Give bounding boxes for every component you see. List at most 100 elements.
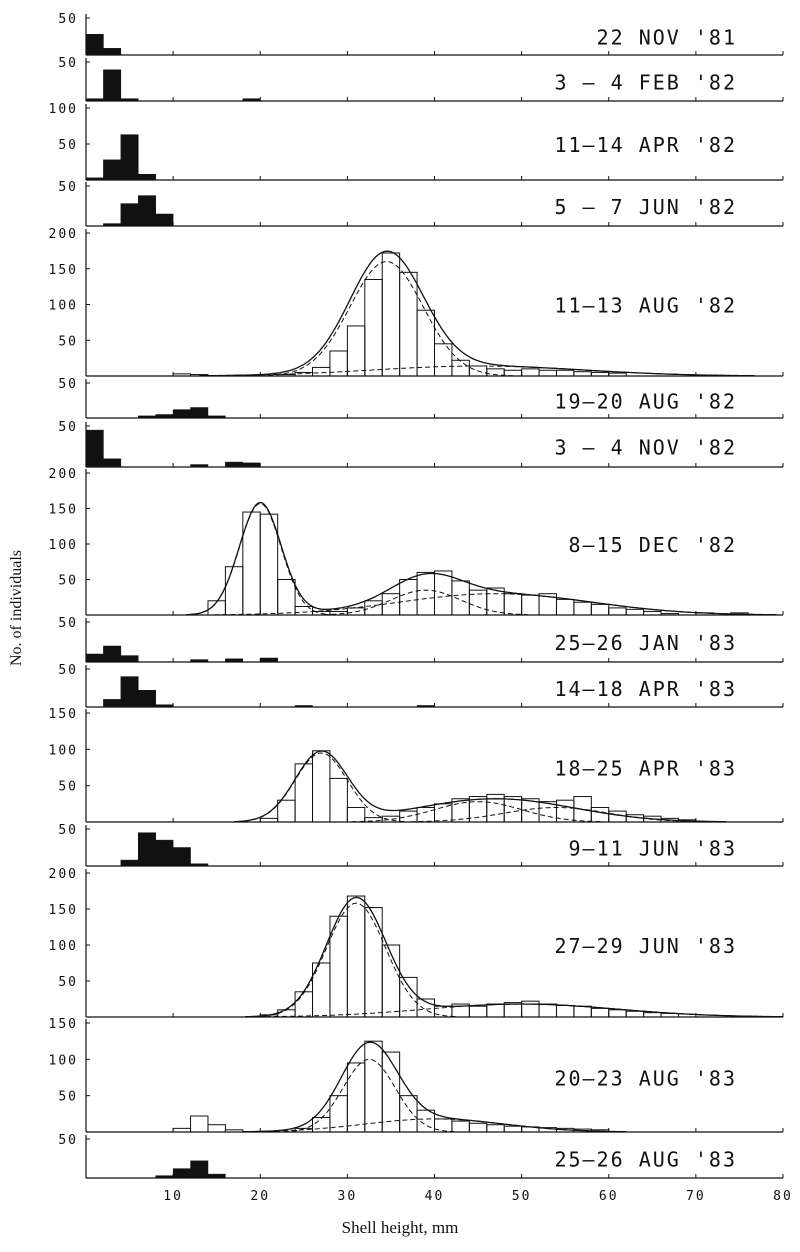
histogram-bar	[260, 657, 278, 663]
x-tick-label: 50	[512, 1189, 532, 1204]
histogram-bar	[120, 203, 139, 227]
y-tick-label: 100	[49, 538, 78, 553]
x-tick-label: 40	[425, 1189, 445, 1204]
histogram-bar	[312, 750, 331, 823]
histogram-bar	[538, 369, 557, 377]
y-tick-label: 50	[58, 1133, 78, 1148]
histogram-bar	[573, 1005, 592, 1018]
y-tick-label: 50	[58, 420, 78, 435]
histogram-bar	[381, 815, 401, 823]
y-tick-label: 50	[58, 823, 78, 838]
histogram-bar	[451, 359, 470, 377]
histogram-bar	[468, 1122, 488, 1133]
histogram-bar	[224, 566, 244, 616]
histogram-bar	[190, 863, 209, 867]
histogram-bar	[172, 847, 191, 867]
histogram-bar	[172, 1168, 191, 1179]
fit-curve-component	[236, 752, 407, 823]
fit-curve-component	[201, 365, 755, 377]
y-tick-label: 50	[58, 12, 78, 27]
histogram-bar	[608, 372, 627, 377]
histogram-bar	[364, 907, 383, 1018]
fit-curve-component	[351, 801, 605, 823]
x-tick-label: 20	[250, 1189, 270, 1204]
y-tick-label: 150	[49, 1017, 78, 1032]
histogram-bar	[120, 655, 139, 663]
panel-date-label: 18—25 APR '83	[554, 757, 737, 781]
histogram-bar	[85, 653, 104, 663]
histogram-bar	[416, 571, 436, 616]
panel-date-label: 3 — 4 NOV '82	[554, 436, 737, 460]
histogram-bar	[416, 806, 436, 823]
panel-date-label: 27—29 JUN '83	[554, 934, 737, 958]
histogram-bar	[103, 48, 122, 56]
histogram-bar	[643, 1012, 662, 1018]
y-tick-label: 50	[58, 138, 78, 153]
histogram-bar	[259, 513, 279, 616]
histogram-bar	[172, 373, 192, 377]
histogram-bar	[242, 462, 261, 468]
histogram-bar	[172, 409, 191, 419]
histogram-bar	[138, 195, 156, 227]
panel-date-label: 9—11 JUN '83	[569, 837, 738, 861]
histogram-bar	[312, 1116, 331, 1133]
panel-date-label: 22 NOV '81	[597, 26, 737, 50]
histogram-bar	[103, 699, 122, 708]
histogram-bar	[503, 593, 523, 616]
histogram-bar	[207, 1173, 226, 1179]
histogram-bar	[312, 366, 331, 377]
histogram-bar	[555, 369, 575, 377]
y-tick-label: 50	[58, 574, 78, 589]
fit-curve-component	[323, 589, 529, 616]
histogram-bar	[608, 1009, 627, 1018]
histogram-bar	[190, 1160, 209, 1179]
x-tick-label: 60	[599, 1189, 619, 1204]
histogram-bar	[155, 414, 174, 419]
histogram-bar	[399, 976, 418, 1018]
histogram-bar	[451, 1120, 470, 1133]
y-tick-label: 50	[58, 180, 78, 195]
y-tick-label: 200	[49, 867, 78, 882]
histogram-bar	[85, 177, 104, 181]
y-tick-label: 100	[49, 939, 78, 954]
y-tick-label: 150	[49, 707, 78, 722]
histogram-bar	[138, 690, 156, 708]
histogram-bar	[120, 676, 139, 708]
histogram-bar	[225, 461, 244, 468]
histogram-bar	[120, 859, 139, 867]
y-tick-label: 50	[58, 975, 78, 990]
y-tick-label: 150	[49, 503, 78, 518]
x-axis-label: Shell height, mm	[341, 1218, 459, 1237]
histogram-bar	[416, 1109, 436, 1133]
fit-curve-total	[199, 250, 755, 377]
histogram-bar	[573, 371, 592, 377]
histogram-bar	[207, 1124, 226, 1133]
histogram-bar	[381, 252, 401, 377]
histogram-bar	[294, 705, 313, 708]
y-tick-label: 150	[49, 263, 78, 278]
histogram-bar	[85, 98, 104, 102]
histogram-bar	[451, 580, 470, 616]
histogram-bar	[103, 69, 122, 102]
histogram-bar	[573, 601, 592, 616]
histogram-bar	[486, 1124, 505, 1133]
histogram-bar	[660, 613, 679, 616]
histogram-bar	[434, 1118, 453, 1133]
y-tick-label: 100	[49, 102, 78, 117]
histogram-bar	[329, 777, 348, 823]
histogram-bar	[190, 1115, 209, 1133]
histogram-bar	[590, 603, 610, 616]
histogram-bar	[521, 594, 540, 616]
histogram-bar	[486, 1003, 505, 1018]
panel-date-label: 14—18 APR '83	[554, 677, 737, 701]
histogram-bar	[538, 1003, 557, 1018]
histogram-bar	[277, 799, 296, 823]
histogram-bar	[85, 34, 104, 56]
histogram-bar	[207, 415, 226, 419]
x-tick-label: 80	[773, 1189, 793, 1204]
y-tick-label: 100	[49, 299, 78, 314]
y-tick-label: 50	[58, 334, 78, 349]
panel-date-label: 11—13 AUG '82	[554, 294, 737, 318]
histogram-bar	[364, 278, 383, 377]
y-tick-label: 50	[58, 377, 78, 392]
